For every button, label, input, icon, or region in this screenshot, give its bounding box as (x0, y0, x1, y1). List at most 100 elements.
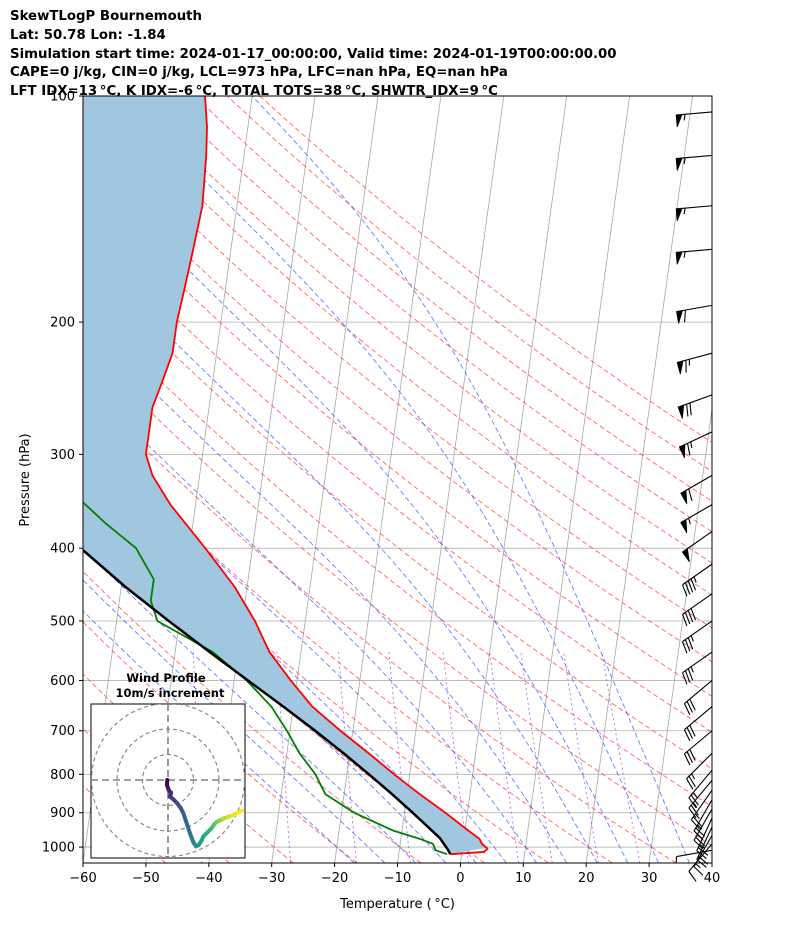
y-tick-label: 100 (50, 90, 75, 105)
header-location: Lat: 50.78 Lon: -1.84 (10, 27, 166, 43)
wind-barb-staff (682, 563, 713, 586)
wind-barb-feather (684, 639, 691, 652)
y-tick-label: 1000 (42, 841, 75, 856)
hodograph-inset: Wind Profile 10m/s increment (90, 671, 246, 859)
x-axis-title: Temperature ( °C) (339, 897, 455, 912)
wind-barb (680, 504, 713, 534)
x-tick-label: −10 (384, 871, 411, 886)
wind-barb (681, 620, 713, 654)
wind-barb-feather (687, 610, 694, 623)
moist-adiabat-line (83, 160, 629, 863)
wind-barb (675, 205, 713, 221)
wind-barb-feather (690, 578, 697, 591)
y-tick-label: 800 (50, 768, 75, 783)
wind-barb (676, 352, 713, 375)
hodograph-title: Wind Profile (126, 671, 206, 685)
y-tick-label: 600 (50, 674, 75, 689)
isotherm-line (397, 96, 505, 863)
wind-barb-staff (690, 789, 713, 821)
wind-barb-feather (688, 807, 697, 819)
wind-barb-feather (688, 488, 693, 501)
wind-barb-feather (687, 580, 694, 593)
header-times: Simulation start time: 2024-01-17_00:00:… (10, 46, 617, 62)
wind-barb-half-feather (683, 251, 686, 258)
x-tick-label: −20 (321, 871, 348, 886)
wind-barb (683, 680, 713, 715)
profile-lines (83, 96, 489, 856)
wind-barb-staff (676, 849, 713, 858)
wind-barb (676, 304, 713, 324)
moist-adiabat-line (83, 579, 386, 863)
isotherm-line (711, 860, 712, 863)
wind-barb-feather (695, 827, 706, 837)
wind-barb-half-feather (683, 114, 686, 121)
x-tick-label: −60 (69, 871, 96, 886)
wind-barb-feather (686, 727, 694, 739)
wind-barb-half-feather (693, 576, 697, 583)
y-axis-title: Pressure (hPa) (18, 433, 33, 526)
wind-barb-feather (686, 443, 691, 456)
wind-barb-feather (689, 402, 692, 416)
wind-barb (688, 769, 713, 809)
x-tick-label: 0 (456, 871, 464, 886)
wind-barb-flag (677, 404, 685, 419)
moist-adiabat-line (83, 546, 416, 863)
background-lines (83, 96, 712, 863)
wind-barb-feather (681, 641, 688, 654)
wind-barb (675, 849, 713, 863)
wind-barbs (675, 111, 713, 882)
wind-barb-feather (690, 608, 697, 621)
header-title: SkewTLogP Bournemouth (10, 9, 202, 24)
wind-barb-flag (681, 547, 690, 563)
wind-barb (683, 706, 713, 742)
wind-barb (681, 651, 713, 685)
moist-adiabat-line (83, 472, 477, 863)
wind-barb-feather (690, 794, 699, 806)
wind-barb-half-feather (691, 773, 696, 780)
wind-barb-staff (688, 769, 713, 799)
wind-barb-half-feather (697, 824, 703, 830)
wind-barb-staff (686, 752, 713, 780)
dry-adiabat-line (161, 96, 712, 533)
wind-barb (686, 752, 713, 790)
hodograph-plot (91, 704, 245, 858)
wind-barb-feather (681, 672, 688, 685)
y-tick-label: 200 (50, 316, 75, 331)
wind-barb (675, 154, 713, 171)
x-tick-label: 10 (515, 871, 532, 886)
header-cape-cin: CAPE=0 j/kg, CIN=0 j/kg, LCL=973 hPa, LF… (10, 65, 508, 81)
wind-barb (675, 111, 713, 128)
wind-barb (677, 394, 713, 419)
wind-barb-feather (688, 871, 697, 882)
wind-barb-feather (686, 404, 689, 417)
wind-barb-feather (683, 753, 691, 766)
cin-shaded-area (83, 96, 487, 855)
wind-barb-feather (689, 698, 696, 711)
wind-barb-half-feather (699, 843, 705, 849)
mixing-ratio-line (489, 652, 520, 863)
wind-barb-half-feather (692, 792, 698, 798)
dry-adiabat-line (83, 475, 549, 863)
wind-barb-feather (686, 701, 694, 713)
temperature-line (145, 96, 489, 856)
wind-barb-feather (695, 836, 706, 847)
parcel-path-line (83, 548, 452, 855)
dry-adiabat-line (83, 224, 712, 733)
wind-barb-staff (684, 706, 713, 731)
wind-barb-half-feather (690, 666, 694, 673)
isotherm-line (460, 96, 568, 863)
wind-barb-half-feather (690, 441, 693, 448)
wind-barb-staff (682, 620, 713, 643)
wind-barb-feather (689, 724, 696, 737)
wind-barb-staff (682, 651, 713, 674)
dry-adiabat-line (83, 386, 677, 863)
wind-barb-flag (675, 207, 683, 221)
wind-barb-flag (676, 360, 684, 375)
x-tick-label: −40 (195, 871, 222, 886)
wind-barb-staff (684, 680, 713, 705)
wind-barb-staff (693, 808, 713, 841)
dry-adiabat-line (194, 96, 712, 502)
wind-barb-feather (684, 582, 691, 595)
y-tick-label: 400 (50, 542, 75, 557)
